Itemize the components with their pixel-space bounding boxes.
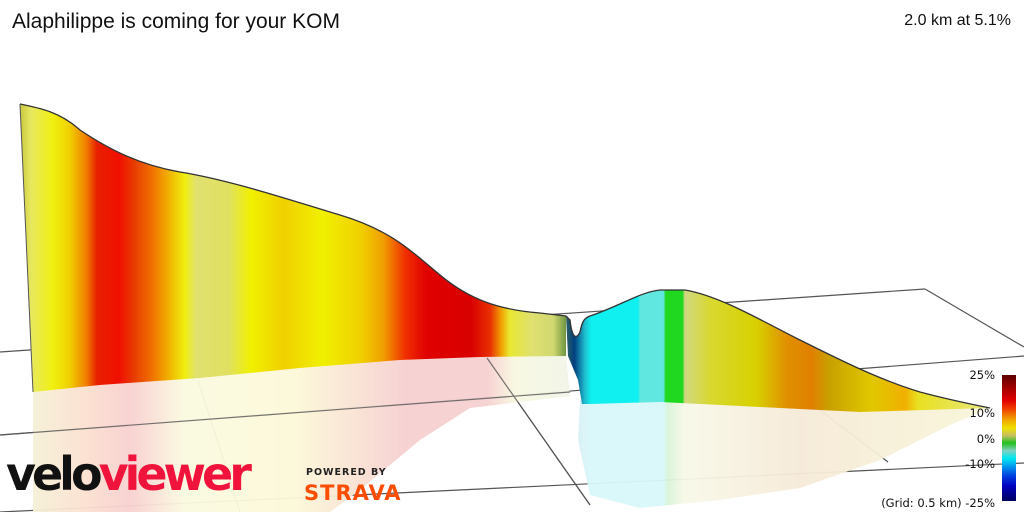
legend-label-25: 25% — [969, 368, 995, 382]
profile-reflection-2 — [578, 400, 990, 508]
profile-climb-2 — [566, 290, 990, 412]
logo-viewer: viewer — [98, 447, 252, 501]
veloviewer-logo: veloviewer — [6, 451, 252, 497]
profile-reflection-1 — [33, 355, 570, 512]
profile-climb-1 — [20, 104, 566, 392]
powered-by-label: POWERED BY — [306, 467, 387, 478]
profile-ridge-2 — [565, 289, 991, 409]
legend-label-10: 10% — [969, 406, 995, 420]
legend-label-0: 0% — [976, 432, 995, 446]
profile-ridge-1 — [19, 103, 567, 317]
segment-stats: 2.0 km at 5.1% — [904, 12, 1011, 29]
legend-label-minus25-grid: (Grid: 0.5 km) -25% — [881, 496, 995, 510]
legend-label-minus10: -10% — [965, 457, 995, 471]
logo-velo: velo — [6, 447, 103, 501]
strava-logo: STRAVA — [304, 481, 402, 505]
page-title: Alaphilippe is coming for your KOM — [12, 10, 340, 33]
gradient-color-scale — [1002, 375, 1016, 501]
